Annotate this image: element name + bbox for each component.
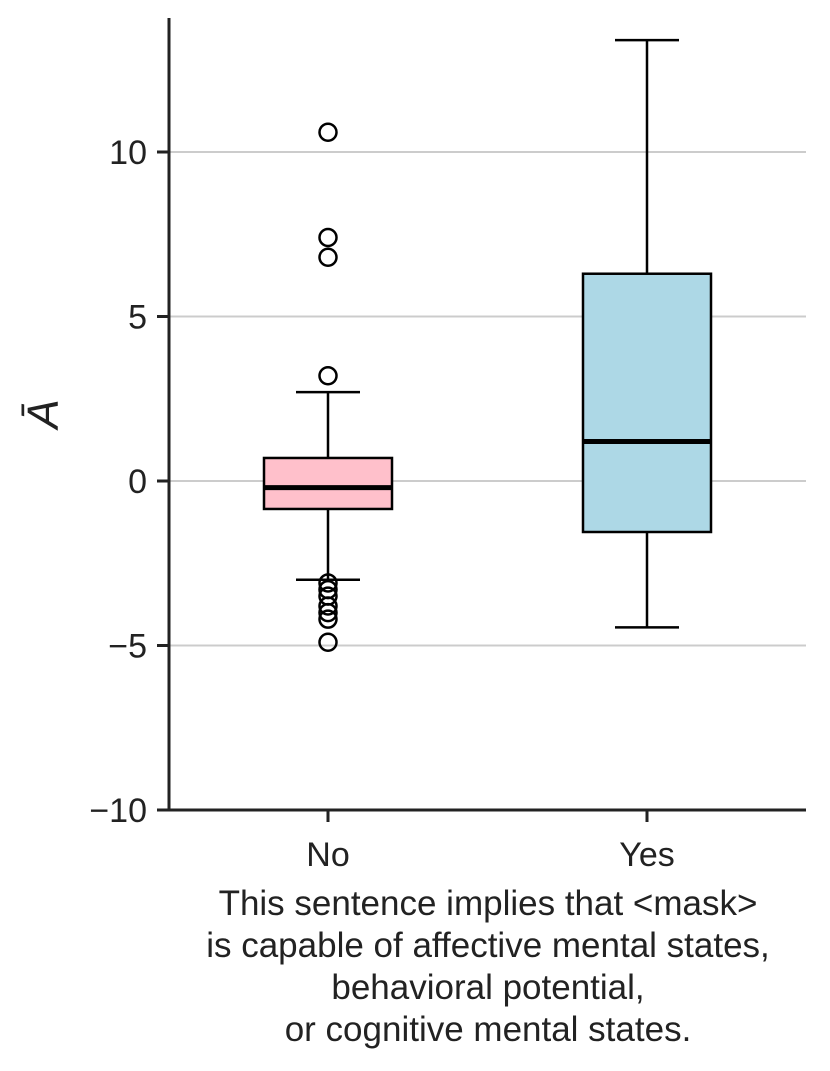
outlier-point [318, 122, 338, 143]
box-series [262, 38, 713, 652]
y-tick-label: −10 [89, 792, 147, 830]
box-group-yes [581, 38, 713, 629]
outlier-point [318, 596, 338, 616]
axes [167, 18, 806, 812]
outlier-point [318, 227, 338, 248]
x-axis-title-line: behavioral potential, [331, 968, 644, 1007]
outlier-point [318, 602, 338, 623]
y-ticks: 10 5 0 −5 −10 [89, 134, 169, 830]
y-tick-label: 10 [109, 134, 147, 172]
y-tick-label: −5 [108, 628, 147, 666]
y-tick-label: 5 [128, 299, 147, 337]
outlier-point [318, 573, 338, 593]
y-axis-title: Ā [19, 399, 68, 431]
x-axis-title: This sentence implies that <mask>is capa… [206, 884, 770, 1049]
iqr-box [581, 272, 713, 534]
outlier-point [318, 632, 338, 652]
outlier-point [318, 247, 338, 268]
box-group-no [262, 122, 394, 652]
x-ticks: No Yes [306, 810, 675, 874]
x-tick-label: No [306, 836, 349, 874]
x-axis-title-line: or cognitive mental states. [285, 1010, 692, 1049]
x-axis-title-line: is capable of affective mental states, [206, 926, 770, 965]
outlier-point [318, 365, 338, 386]
iqr-box [262, 456, 394, 511]
y-tick-label: 0 [128, 463, 147, 501]
x-axis-title-line: This sentence implies that <mask> [219, 884, 758, 923]
x-tick-label: Yes [619, 836, 674, 874]
outlier-point [318, 609, 338, 629]
